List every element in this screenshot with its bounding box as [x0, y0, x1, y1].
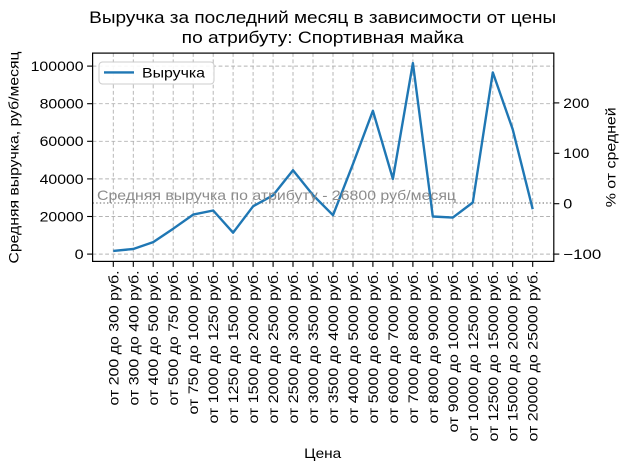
svg-text:от 9000 до 10000 руб.: от 9000 до 10000 руб. [445, 271, 461, 433]
svg-text:от 20000 до 25000 руб.: от 20000 до 25000 руб. [525, 271, 541, 442]
svg-text:100: 100 [563, 145, 589, 161]
svg-text:от 200 до 300 руб.: от 200 до 300 руб. [105, 271, 121, 406]
svg-text:от 3500 до 4000 руб.: от 3500 до 4000 руб. [325, 271, 341, 424]
svg-text:от 300 до 400 руб.: от 300 до 400 руб. [125, 271, 141, 406]
svg-text:Выручка за последний месяц в з: Выручка за последний месяц в зависимости… [89, 8, 556, 27]
svg-text:от 4000 до 5000 руб.: от 4000 до 5000 руб. [345, 271, 361, 424]
svg-text:от 1000 до 1250 руб.: от 1000 до 1250 руб. [205, 271, 221, 424]
svg-text:по атрибуту: Спортивная майка: по атрибуту: Спортивная майка [182, 28, 465, 47]
svg-text:от 500 до 750 руб.: от 500 до 750 руб. [165, 271, 181, 406]
svg-text:от 8000 до 9000 руб.: от 8000 до 9000 руб. [425, 271, 441, 424]
svg-text:от 2500 до 3000 руб.: от 2500 до 3000 руб. [285, 271, 301, 424]
svg-text:от 7000 до 8000 руб.: от 7000 до 8000 руб. [405, 271, 421, 424]
svg-text:60000: 60000 [40, 133, 84, 149]
svg-text:Цена: Цена [304, 445, 341, 461]
svg-text:100000: 100000 [31, 58, 84, 74]
svg-text:0: 0 [563, 196, 572, 212]
svg-text:от 1250 до 1500 руб.: от 1250 до 1500 руб. [225, 271, 241, 424]
svg-text:от 1500 до 2000 руб.: от 1500 до 2000 руб. [245, 271, 261, 424]
svg-text:от 400 до 500 руб.: от 400 до 500 руб. [145, 271, 161, 406]
svg-text:Средняя выручка, руб/месяц: Средняя выручка, руб/месяц [6, 51, 22, 263]
svg-text:от 3000 до 3500 руб.: от 3000 до 3500 руб. [305, 271, 321, 424]
svg-text:от 12500 до 15000 руб.: от 12500 до 15000 руб. [485, 271, 501, 442]
svg-text:80000: 80000 [40, 96, 84, 112]
svg-text:20000: 20000 [40, 208, 84, 224]
svg-text:Средняя выручка по атрибуту -: Средняя выручка по атрибуту - 26800 руб/… [97, 187, 456, 203]
svg-text:40000: 40000 [40, 171, 84, 187]
svg-text:0: 0 [75, 246, 84, 262]
svg-text:от 5000 до 6000 руб.: от 5000 до 6000 руб. [365, 271, 381, 424]
svg-text:200: 200 [563, 95, 589, 111]
svg-text:Выручка: Выручка [142, 65, 205, 81]
svg-text:от 15000 до 20000 руб.: от 15000 до 20000 руб. [505, 271, 521, 442]
svg-text:−100: −100 [563, 246, 601, 262]
svg-text:от 2000 до 2500 руб.: от 2000 до 2500 руб. [265, 271, 281, 424]
svg-text:от 10000 до 12500 руб.: от 10000 до 12500 руб. [465, 271, 481, 442]
svg-text:% от средней: % от средней [602, 107, 618, 207]
svg-text:от 750 до 1000 руб.: от 750 до 1000 руб. [185, 271, 201, 415]
svg-text:от 6000 до 7000 руб.: от 6000 до 7000 руб. [385, 271, 401, 424]
